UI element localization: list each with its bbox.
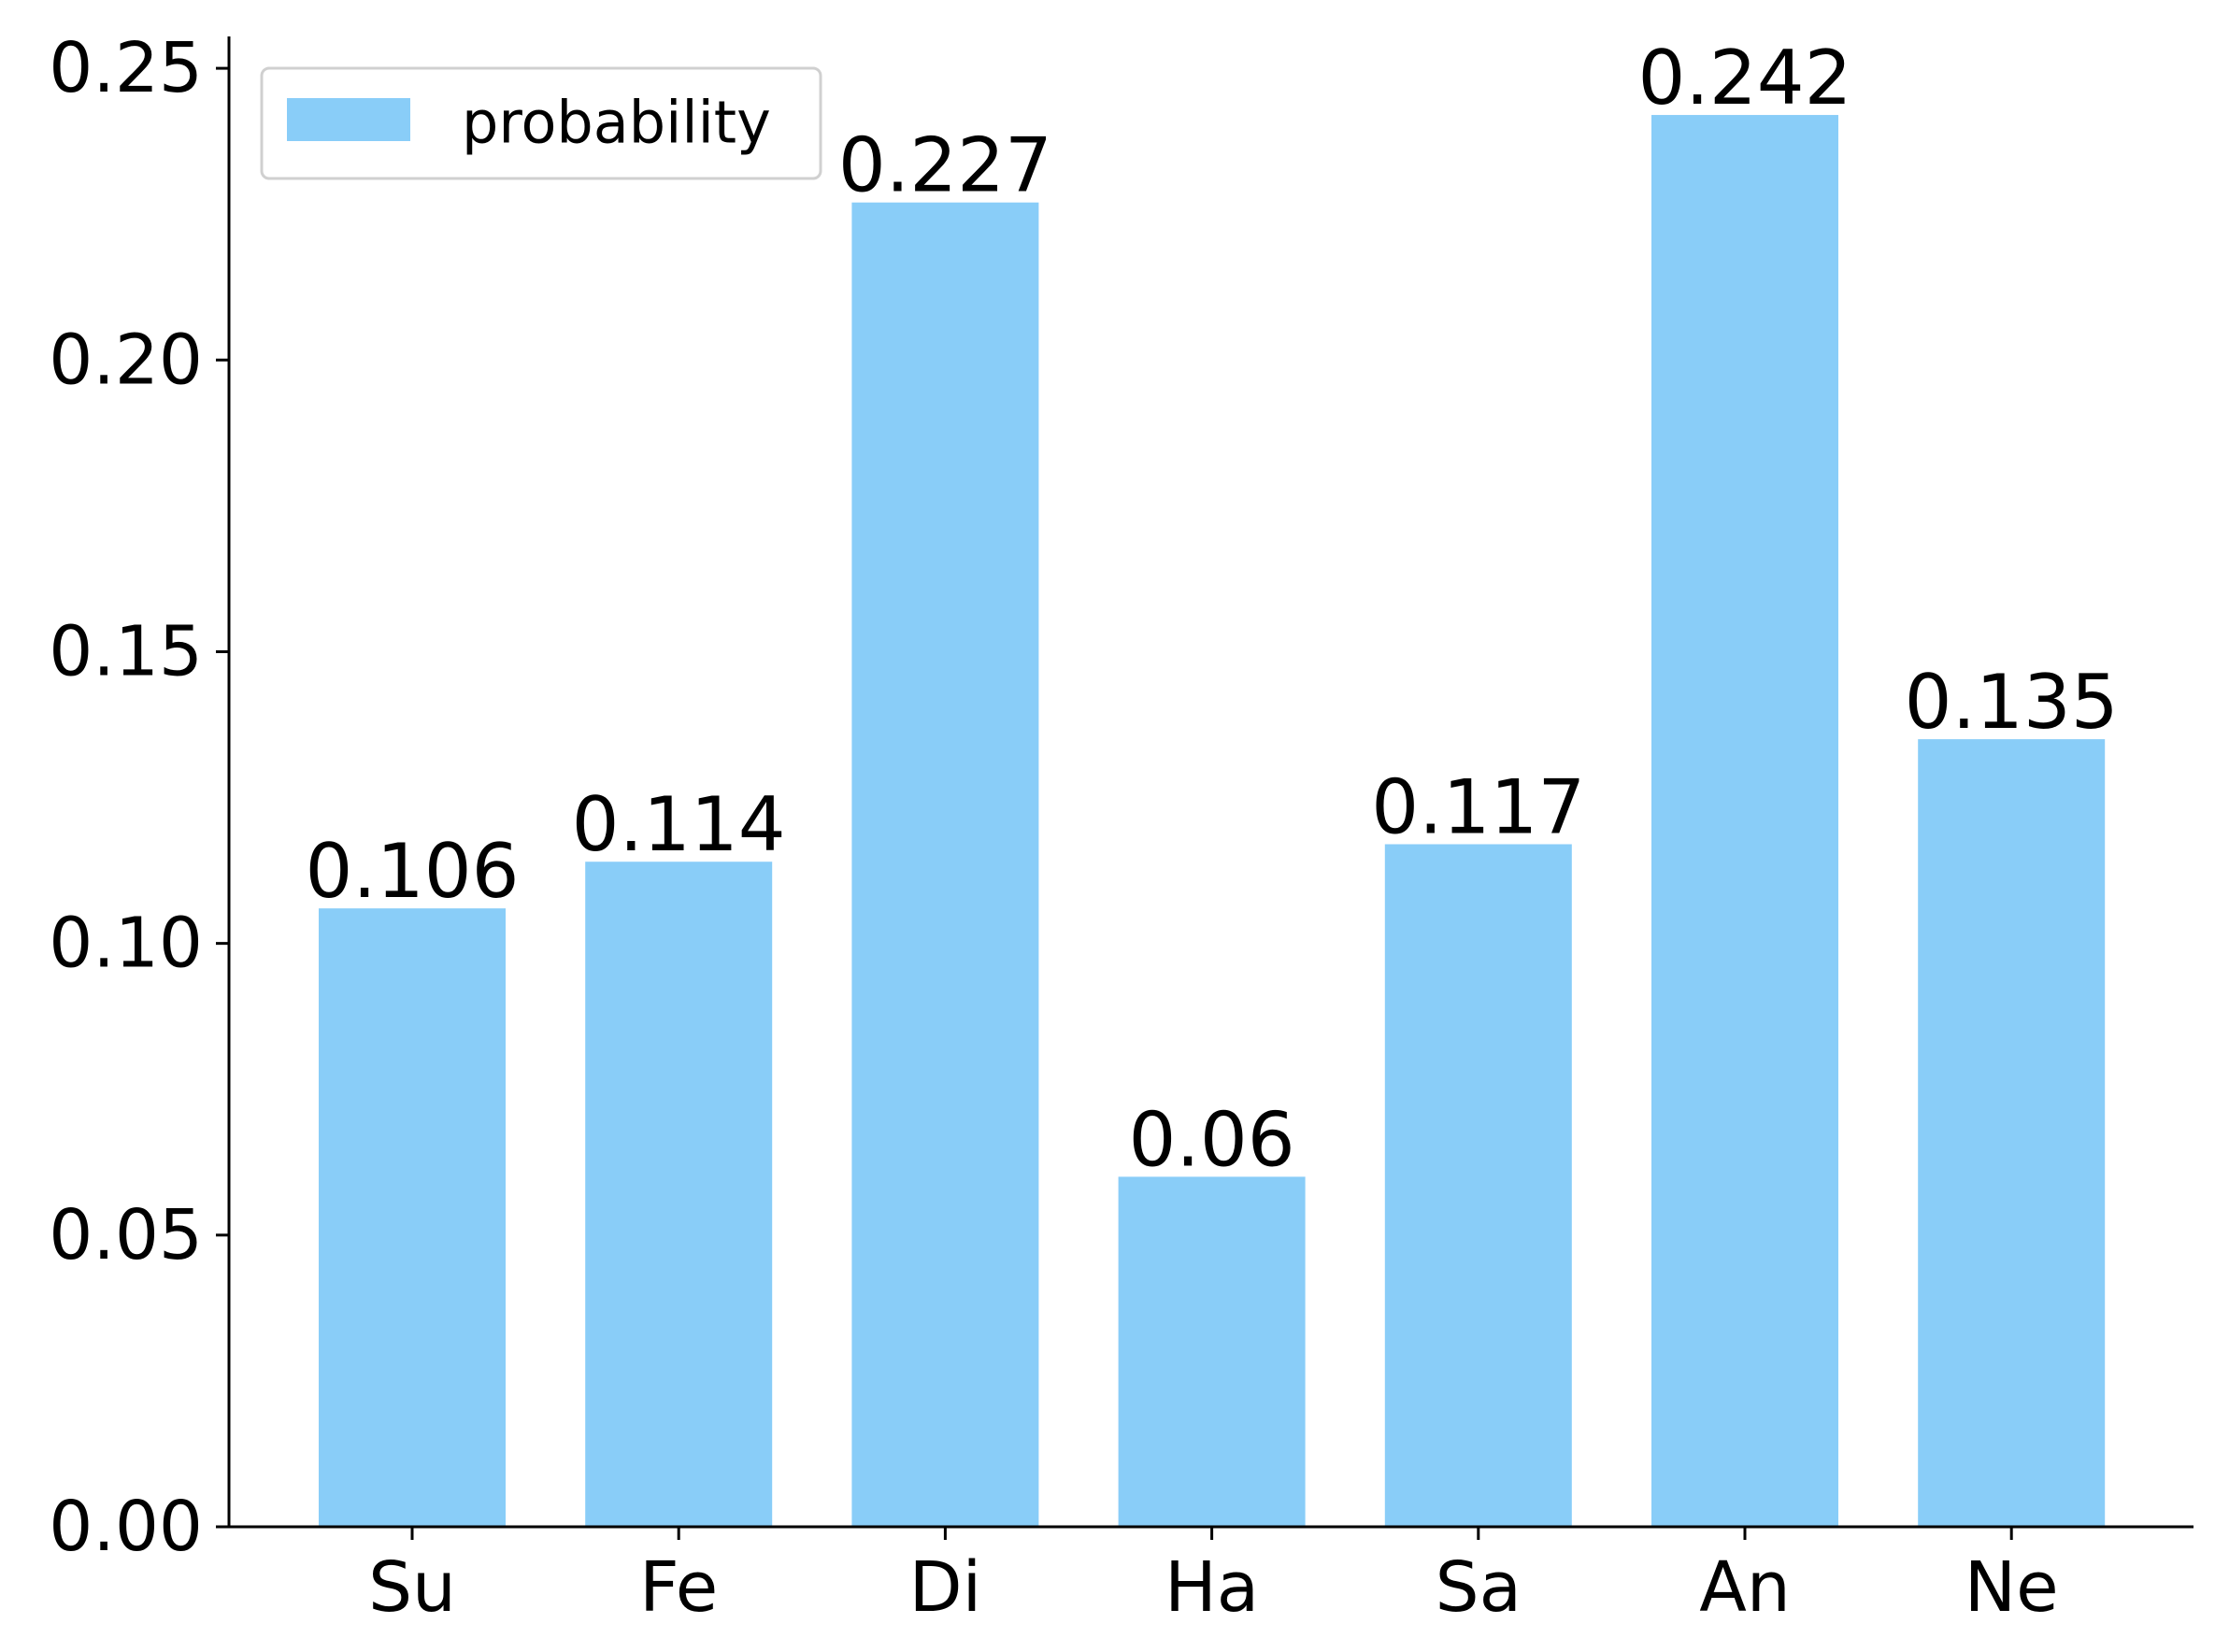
x-axis: Su Fe Di Ha Sa An Ne [229, 1525, 2194, 1628]
bar-value-label-sa: 0.117 [1371, 763, 1585, 850]
bar-value-label-di: 0.227 [838, 122, 1052, 209]
bars-group [319, 115, 2106, 1528]
y-axis: 0.00 0.05 0.10 0.15 0.20 0.25 [49, 28, 231, 1567]
x-tick-label-sa: Sa [1436, 1547, 1522, 1628]
x-tick-label-an: An [1699, 1547, 1791, 1628]
bar-fe [585, 862, 773, 1527]
legend-swatch [287, 98, 410, 141]
y-tick-label: 0.10 [49, 904, 203, 984]
bar-ha [1118, 1176, 1306, 1527]
y-tick-label: 0.20 [49, 320, 203, 400]
legend: probability [260, 66, 822, 180]
bar-value-labels: 0.106 0.114 0.227 0.06 0.117 0.242 0.135 [305, 35, 2118, 1183]
legend-box [260, 66, 822, 180]
y-tick-label: 0.00 [49, 1487, 203, 1567]
x-tick-label-ha: Ha [1165, 1547, 1259, 1628]
y-tick-label: 0.25 [49, 28, 203, 108]
y-tick-label: 0.15 [49, 611, 203, 691]
bar-value-label-ha: 0.06 [1129, 1096, 1295, 1183]
bar-ne [1918, 739, 2106, 1527]
y-tick-label: 0.05 [49, 1195, 203, 1275]
bar-sa [1384, 844, 1572, 1527]
bar-value-label-su: 0.106 [305, 828, 519, 915]
bar-value-label-ne: 0.135 [1905, 659, 2119, 746]
bar-an [1651, 115, 1838, 1528]
legend-label: probability [462, 89, 771, 157]
bar-di [851, 202, 1039, 1527]
bar-su [319, 908, 506, 1527]
x-tick-label-su: Su [368, 1547, 456, 1628]
x-tick-label-di: Di [909, 1547, 982, 1628]
x-tick-label-fe: Fe [639, 1547, 718, 1628]
bar-value-label-fe: 0.114 [572, 781, 786, 868]
bar-value-label-an: 0.242 [1637, 35, 1851, 121]
x-tick-label-ne: Ne [1965, 1547, 2059, 1628]
